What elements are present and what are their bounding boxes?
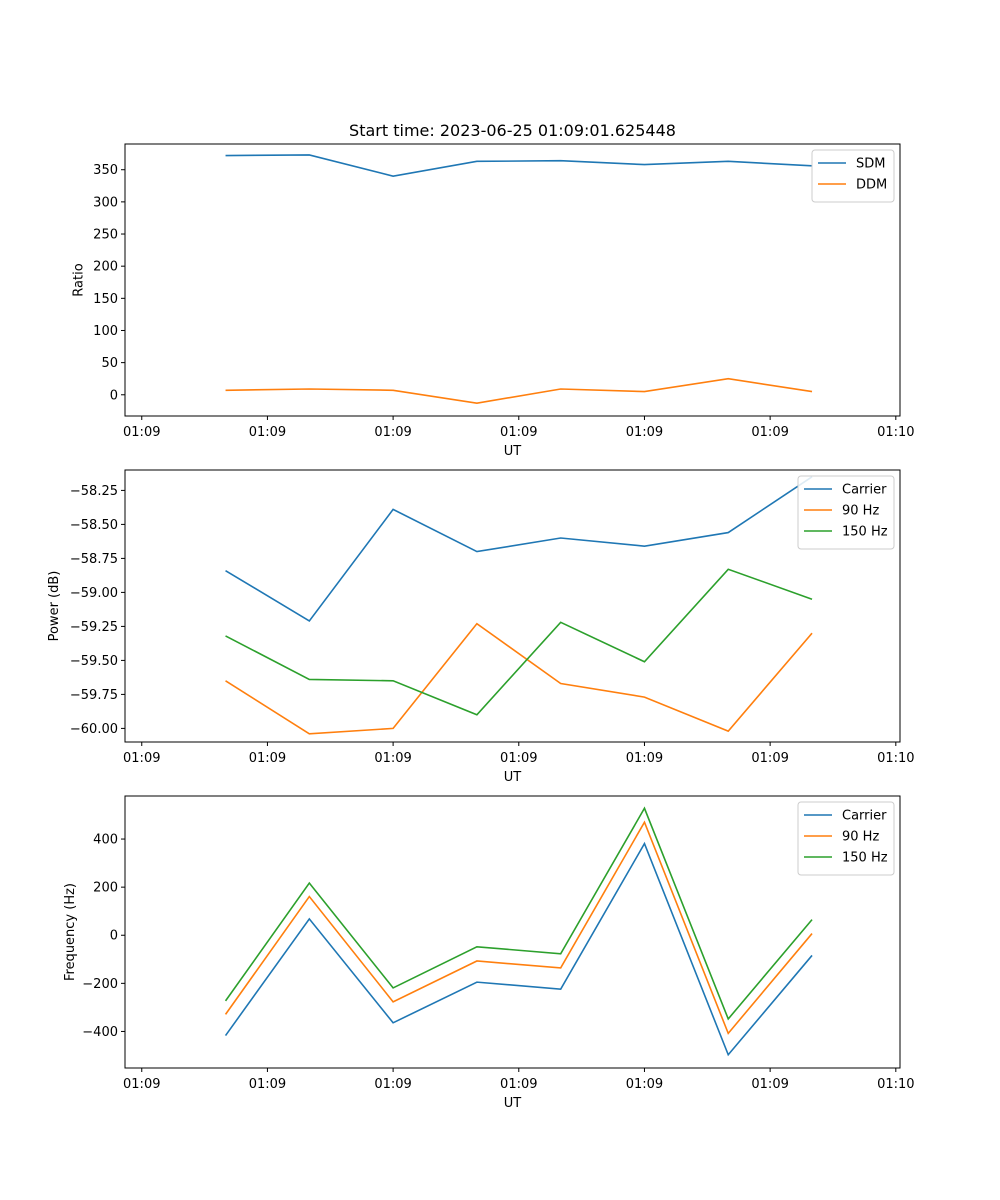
frequency-y-tick-label: 0 xyxy=(110,929,118,944)
frequency-x-axis-label: UT xyxy=(504,1096,522,1111)
frequency-y-tick-label: −400 xyxy=(82,1025,118,1040)
power-y-tick-label: −59.25 xyxy=(70,620,118,635)
frequency-x-tick-label: 01:09 xyxy=(500,1077,537,1092)
frequency-y-axis-label: Frequency (Hz) xyxy=(63,883,78,981)
frequency-x-tick-label: 01:09 xyxy=(249,1077,286,1092)
ratio-series-line-ddm xyxy=(225,377,813,404)
power-series-line-carrier xyxy=(225,476,813,623)
power-axes-frame xyxy=(124,469,901,743)
frequency-x-tick-label: 01:09 xyxy=(751,1077,788,1092)
frequency-legend: Carrier 90 Hz 150 Hz xyxy=(797,801,895,876)
ratio-x-tick-label: 01:10 xyxy=(877,425,914,440)
power-x-tick-label: 01:10 xyxy=(877,751,914,766)
frequency-y-tick-label: 200 xyxy=(93,881,118,896)
ratio-legend-label: DDM xyxy=(856,178,887,193)
ratio-x-tick-label: 01:09 xyxy=(123,425,160,440)
frequency-x-tick-label: 01:09 xyxy=(123,1077,160,1092)
ratio-y-tick-label: 50 xyxy=(101,356,118,371)
power-x-tick-label: 01:09 xyxy=(751,751,788,766)
ratio-y-tick-label: 0 xyxy=(110,388,118,403)
frequency-x-tick-label: 01:09 xyxy=(374,1077,411,1092)
frequency-panel: 01:09 01:09 01:09 01:09 01:09 01:09 01:10 −400 −… xyxy=(63,795,915,1111)
power-y-tick-label: −59.00 xyxy=(70,586,118,601)
ratio-x-tick-label: 01:09 xyxy=(374,425,411,440)
power-legend-label: Carrier xyxy=(842,483,887,498)
ratio-y-axis-label: Ratio xyxy=(71,263,86,296)
power-legend-label: 90 Hz xyxy=(842,504,879,519)
power-x-tick-label: 01:09 xyxy=(123,751,160,766)
frequency-x-tick-label: 01:09 xyxy=(626,1077,663,1092)
frequency-legend-label: 150 Hz xyxy=(842,851,888,866)
power-x-tick-label: 01:09 xyxy=(374,751,411,766)
ratio-panel: 01:09 01:09 01:09 01:09 01:09 01:09 01:10 0 50 10… xyxy=(71,143,915,459)
power-legend: Carrier 90 Hz 150 Hz xyxy=(797,475,895,550)
ratio-legend: SDM DDM xyxy=(811,149,895,203)
power-y-tick-label: −58.25 xyxy=(70,484,118,499)
frequency-series-line-150-hz xyxy=(224,806,813,1021)
frequency-series-line-90-hz xyxy=(224,820,813,1035)
power-y-tick-label: −60.00 xyxy=(70,722,118,737)
frequency-y-tick-label: −200 xyxy=(82,977,118,992)
power-y-axis-label: Power (dB) xyxy=(47,571,62,642)
power-x-axis-label: UT xyxy=(504,770,522,785)
frequency-legend-label: 90 Hz xyxy=(842,830,879,845)
ratio-y-tick-label: 350 xyxy=(93,163,118,178)
ratio-x-tick-label: 01:09 xyxy=(500,425,537,440)
ratio-x-axis-label: UT xyxy=(504,444,522,459)
frequency-y-tick-label: 400 xyxy=(93,833,118,848)
power-y-tick-label: −59.50 xyxy=(70,654,118,669)
ratio-x-tick-label: 01:09 xyxy=(249,425,286,440)
ratio-y-tick-label: 250 xyxy=(93,228,118,243)
ratio-y-tick-label: 200 xyxy=(93,260,118,275)
ratio-series-line-sdm xyxy=(225,154,813,177)
power-x-tick-label: 01:09 xyxy=(500,751,537,766)
power-y-tick-label: −59.75 xyxy=(70,688,118,703)
power-y-tick-label: −58.50 xyxy=(70,518,118,533)
frequency-legend-label: Carrier xyxy=(842,809,887,824)
ratio-axes-frame xyxy=(124,143,901,417)
power-series-line-150-hz xyxy=(225,568,813,716)
chart-title: Start time: 2023-06-25 01:09:01.625448 xyxy=(349,121,676,140)
power-panel: 01:09 01:09 01:09 01:09 01:09 01:09 01:10 −60.0… xyxy=(47,469,915,785)
frequency-series-line-carrier xyxy=(224,841,813,1057)
power-x-tick-label: 01:09 xyxy=(249,751,286,766)
frequency-x-tick-label: 01:10 xyxy=(877,1077,914,1092)
power-legend-label: 150 Hz xyxy=(842,525,888,540)
ratio-x-tick-label: 01:09 xyxy=(626,425,663,440)
ratio-legend-label: SDM xyxy=(856,157,885,172)
ratio-y-tick-label: 100 xyxy=(93,324,118,339)
ratio-y-tick-label: 150 xyxy=(93,292,118,307)
frequency-axes-frame xyxy=(124,795,901,1069)
power-y-tick-label: −58.75 xyxy=(70,552,118,567)
ratio-x-tick-label: 01:09 xyxy=(751,425,788,440)
power-x-tick-label: 01:09 xyxy=(626,751,663,766)
ratio-y-tick-label: 300 xyxy=(93,195,118,210)
power-series-line-90-hz xyxy=(225,622,813,735)
